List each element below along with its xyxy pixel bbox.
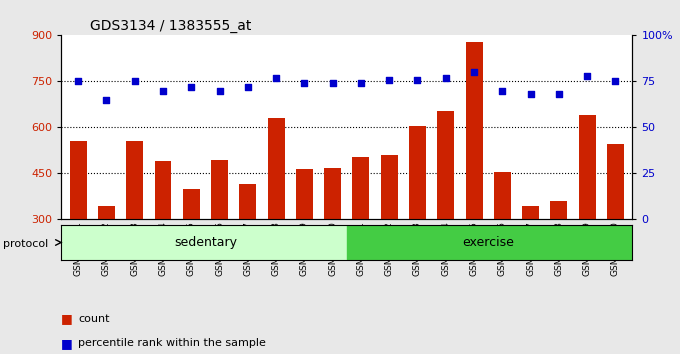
Bar <box>437 110 454 219</box>
Point <box>581 73 592 79</box>
Point <box>242 84 253 90</box>
Point <box>356 80 367 86</box>
Bar <box>522 206 539 219</box>
Bar <box>381 155 398 219</box>
Bar <box>268 118 285 219</box>
Text: count: count <box>78 314 109 324</box>
Point <box>214 88 225 93</box>
Point <box>158 88 169 93</box>
Bar <box>69 141 86 219</box>
Bar <box>296 169 313 219</box>
Bar <box>494 172 511 219</box>
Point <box>554 91 564 97</box>
Point <box>271 75 282 81</box>
Point <box>610 79 621 84</box>
Point <box>525 91 536 97</box>
Text: protocol: protocol <box>3 239 49 249</box>
Point <box>73 79 84 84</box>
Point <box>412 77 423 82</box>
Point <box>441 75 452 81</box>
Bar <box>98 206 115 219</box>
Bar <box>466 41 483 219</box>
Point <box>497 88 508 93</box>
Bar <box>347 225 632 260</box>
Bar <box>154 161 171 219</box>
Point <box>469 69 479 75</box>
Bar <box>550 201 567 219</box>
Bar <box>324 168 341 219</box>
Bar <box>409 126 426 219</box>
Text: ■: ■ <box>61 312 73 325</box>
Text: GDS3134 / 1383555_at: GDS3134 / 1383555_at <box>90 19 251 33</box>
Point <box>327 80 338 86</box>
Bar <box>126 141 143 219</box>
Point <box>129 79 140 84</box>
Bar <box>239 184 256 219</box>
Bar <box>61 225 347 260</box>
Bar <box>579 115 596 219</box>
Bar <box>211 160 228 219</box>
Bar <box>607 144 624 219</box>
Point <box>186 84 197 90</box>
Text: sedentary: sedentary <box>174 236 237 249</box>
Point <box>299 80 310 86</box>
Text: exercise: exercise <box>462 236 514 249</box>
Point <box>101 97 112 103</box>
Bar <box>352 156 369 219</box>
Point <box>384 77 394 82</box>
Text: percentile rank within the sample: percentile rank within the sample <box>78 338 266 348</box>
Text: ■: ■ <box>61 337 73 350</box>
Bar <box>183 189 200 219</box>
